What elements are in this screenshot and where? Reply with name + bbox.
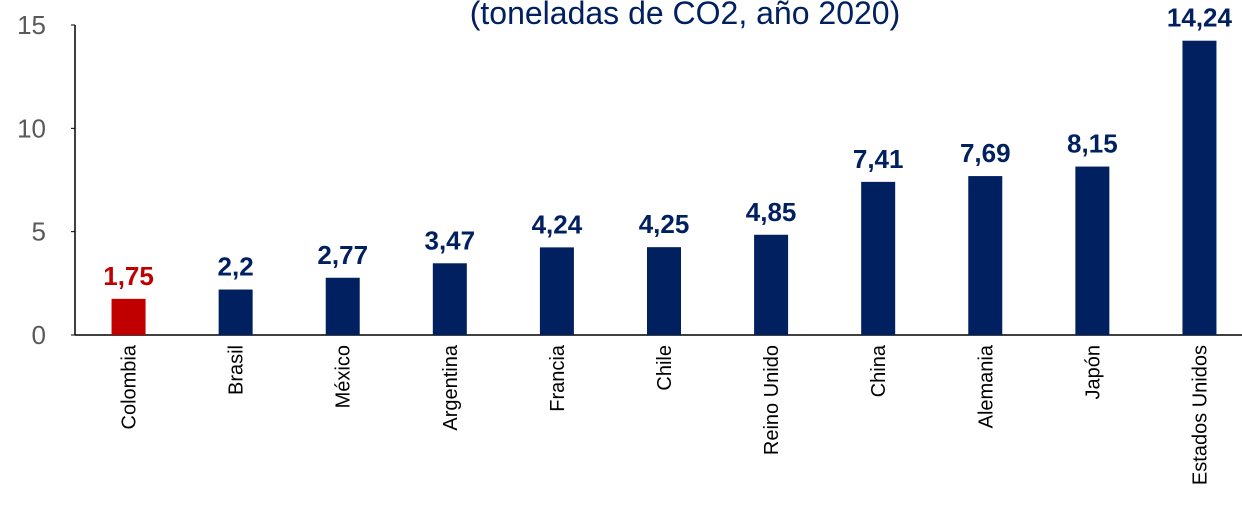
- x-tick-label: Francia: [547, 344, 569, 412]
- x-tick-label: Colombia: [119, 344, 141, 429]
- bar: [432, 263, 467, 335]
- bar: [325, 277, 360, 335]
- value-label: 4,24: [532, 209, 583, 239]
- x-tick-label: Japón: [1082, 345, 1104, 400]
- x-tick-label: México: [333, 345, 355, 408]
- value-label: 1,75: [103, 261, 154, 291]
- y-tick-label: 5: [32, 217, 46, 247]
- value-label: 4,25: [639, 209, 690, 239]
- x-tick-label: Alemania: [975, 344, 997, 428]
- x-tick-label: Argentina: [440, 344, 462, 430]
- value-label: 8,15: [1067, 129, 1118, 159]
- chart-subtitle: (toneladas de CO2, año 2020): [470, 0, 901, 31]
- bar: [111, 298, 146, 335]
- value-label: 7,41: [853, 144, 904, 174]
- bar: [539, 247, 574, 335]
- y-tick-label: 10: [17, 113, 46, 143]
- x-tick-label: Brasil: [226, 345, 248, 395]
- bar: [1182, 40, 1217, 335]
- x-tick-label: Reino Unido: [761, 345, 783, 455]
- value-label: 2,77: [317, 240, 368, 270]
- x-tick-label: Chile: [654, 345, 676, 391]
- value-label: 14,24: [1167, 3, 1233, 33]
- value-label: 7,69: [960, 138, 1011, 168]
- bar: [968, 176, 1003, 335]
- bar: [218, 289, 253, 335]
- x-tick-label: China: [868, 344, 890, 397]
- bar: [647, 247, 681, 335]
- x-tick-label: Estados Unidos: [1189, 345, 1211, 485]
- y-tick-label: 0: [32, 320, 46, 350]
- value-label: 2,2: [218, 252, 254, 282]
- bar: [754, 234, 789, 335]
- bar: [1075, 166, 1110, 335]
- bar: [861, 181, 896, 335]
- y-tick-label: 15: [17, 10, 46, 40]
- value-label: 4,85: [746, 197, 797, 227]
- value-label: 3,47: [425, 225, 476, 255]
